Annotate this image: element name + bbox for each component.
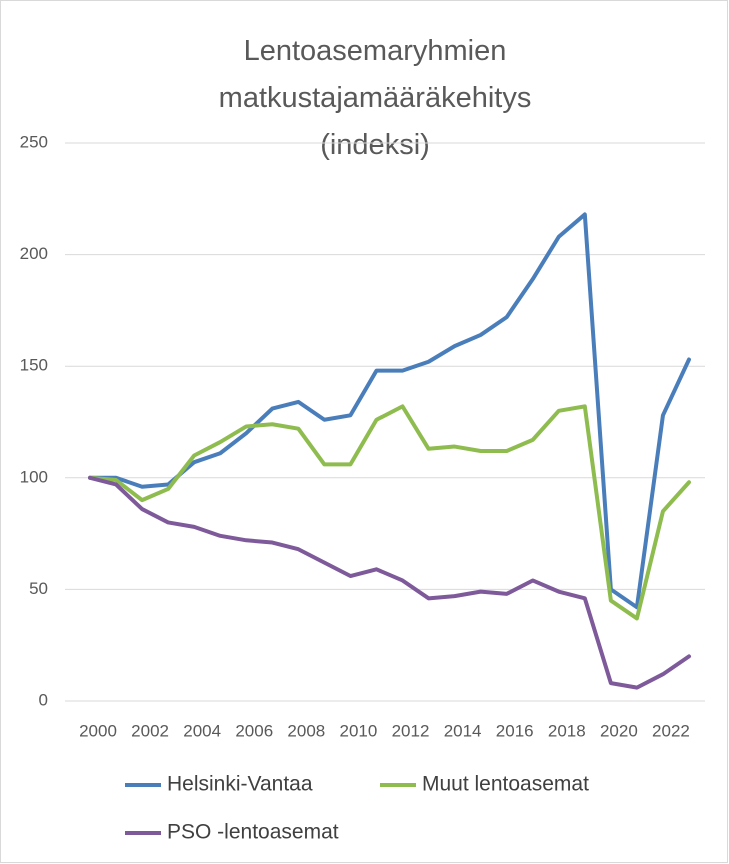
x-tick-label: 2018 <box>548 721 586 740</box>
x-tick-label: 2006 <box>235 721 273 740</box>
line-series <box>88 475 691 690</box>
x-tick-label: 2002 <box>131 721 169 740</box>
line-series <box>88 212 691 610</box>
x-tick-label: 2020 <box>600 721 638 740</box>
legend-label: Muut lentoasemat <box>422 773 589 796</box>
legend-label: Helsinki-Vantaa <box>167 773 313 796</box>
chart-title: Lentoasemaryhmien matkustajamääräkehitys… <box>218 35 532 161</box>
x-tick-label: 2010 <box>340 721 378 740</box>
y-tick-label: 100 <box>20 467 48 486</box>
x-tick-label: 2000 <box>79 721 117 740</box>
line-series <box>88 404 691 621</box>
x-tick-label: 2022 <box>652 721 690 740</box>
y-tick-label: 150 <box>20 356 48 375</box>
x-tick-label: 2016 <box>496 721 534 740</box>
x-tick-label: 2014 <box>444 721 482 740</box>
legend-label: PSO -lentoasemat <box>167 821 339 844</box>
x-tick-label: 2004 <box>183 721 221 740</box>
x-tick-label: 2012 <box>392 721 430 740</box>
x-tick-label: 2008 <box>287 721 325 740</box>
y-tick-label: 0 <box>39 690 48 709</box>
y-tick-label: 50 <box>29 579 48 598</box>
y-tick-label: 250 <box>20 132 48 151</box>
y-tick-label: 200 <box>20 244 48 263</box>
